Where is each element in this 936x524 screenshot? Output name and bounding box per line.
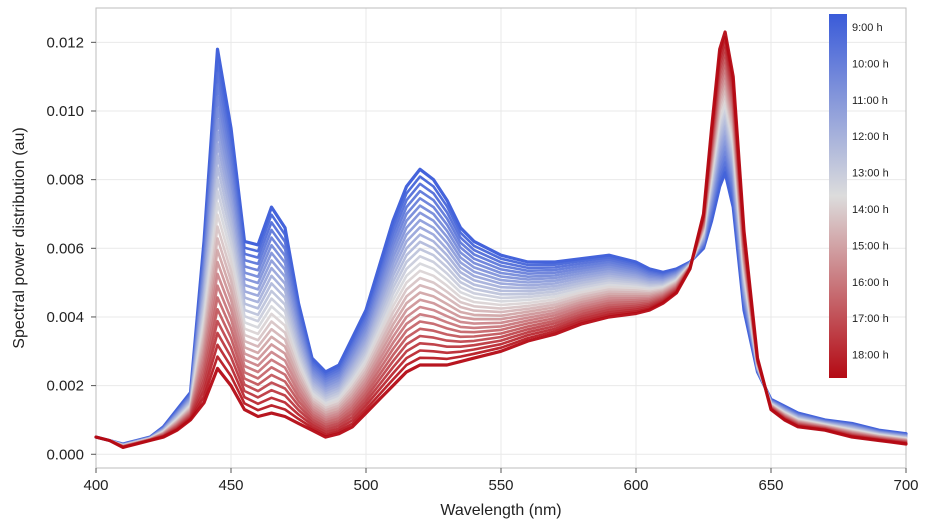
y-tick-label: 0.000 bbox=[46, 446, 84, 463]
y-axis-ticks: 0.000 0.002 0.004 0.006 0.008 0.010 0.012 bbox=[46, 34, 96, 463]
x-tick-label: 650 bbox=[758, 477, 783, 494]
x-tick-label: 550 bbox=[488, 477, 513, 494]
legend-label: 15:00 h bbox=[852, 240, 889, 252]
legend-label: 16:00 h bbox=[852, 277, 889, 289]
legend-labels: 9:00 h 10:00 h 11:00 h 12:00 h 13:00 h 14:00 … bbox=[852, 22, 889, 362]
y-tick-label: 0.006 bbox=[46, 240, 84, 257]
colorbar bbox=[829, 14, 847, 378]
x-tick-label: 450 bbox=[218, 477, 243, 494]
x-axis-ticks: 400 450 500 550 600 650 700 bbox=[83, 468, 919, 494]
legend-label: 11:00 h bbox=[852, 95, 888, 107]
legend-label: 14:00 h bbox=[852, 204, 889, 216]
y-tick-label: 0.004 bbox=[46, 309, 84, 326]
legend-label: 13:00 h bbox=[852, 168, 889, 180]
y-tick-label: 0.012 bbox=[46, 34, 84, 51]
x-tick-label: 400 bbox=[83, 477, 108, 494]
y-axis-label: Spectral power distribution (au) bbox=[11, 127, 28, 348]
legend-label: 12:00 h bbox=[852, 131, 889, 143]
legend-label: 10:00 h bbox=[852, 58, 889, 70]
y-tick-label: 0.008 bbox=[46, 172, 84, 189]
legend-label: 9:00 h bbox=[852, 22, 883, 34]
y-tick-label: 0.010 bbox=[46, 103, 84, 120]
series-line bbox=[94, 30, 908, 449]
legend-label: 18:00 h bbox=[852, 350, 889, 362]
x-tick-label: 500 bbox=[353, 477, 378, 494]
x-tick-label: 700 bbox=[893, 477, 918, 494]
series-lines bbox=[94, 30, 908, 449]
x-tick-label: 600 bbox=[623, 477, 648, 494]
y-tick-label: 0.002 bbox=[46, 378, 84, 395]
x-axis-label: Wavelength (nm) bbox=[440, 502, 561, 519]
legend-label: 17:00 h bbox=[852, 313, 889, 325]
legend-colorbar: 9:00 h 10:00 h 11:00 h 12:00 h 13:00 h 14:00 … bbox=[829, 14, 889, 378]
